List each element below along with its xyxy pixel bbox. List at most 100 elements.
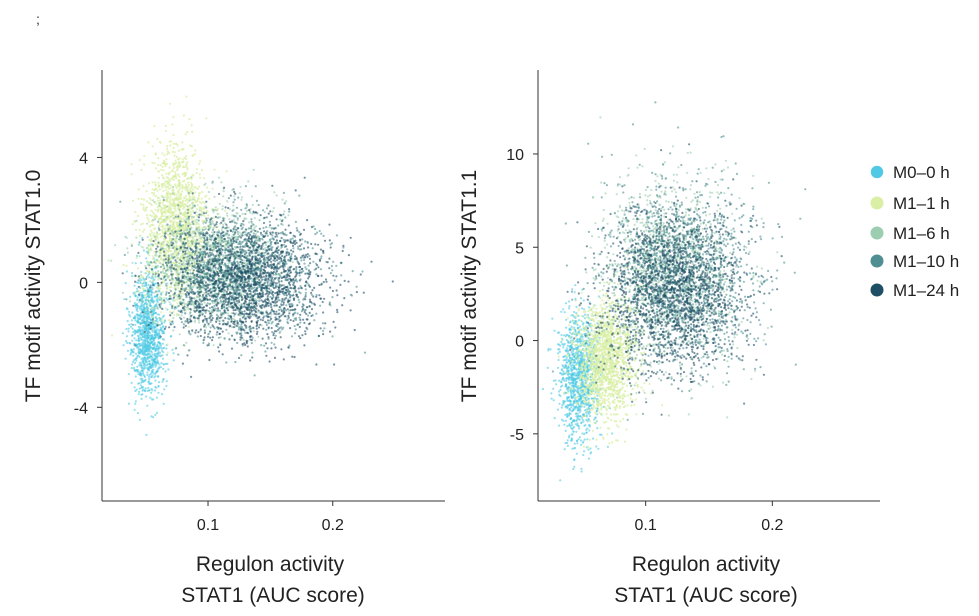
data-point (177, 204, 180, 207)
data-point (156, 307, 159, 310)
data-point (178, 183, 181, 187)
data-point (147, 360, 150, 363)
data-point (197, 319, 200, 322)
data-point (145, 334, 148, 337)
data-point (303, 258, 306, 262)
data-point (134, 369, 137, 372)
data-point (181, 173, 184, 176)
data-point (162, 189, 165, 193)
data-point (175, 186, 178, 189)
data-point (184, 183, 187, 186)
data-point (330, 265, 333, 268)
data-point (193, 235, 196, 238)
data-point (363, 351, 367, 354)
data-point (137, 305, 140, 308)
data-point (181, 141, 184, 144)
data-point (189, 213, 193, 216)
data-point (189, 287, 192, 290)
data-point (275, 194, 278, 197)
data-point (141, 331, 144, 334)
data-point (148, 346, 151, 349)
data-point (168, 219, 172, 222)
data-point (203, 301, 206, 304)
data-point (160, 168, 163, 171)
data-point (231, 209, 234, 212)
data-point (319, 304, 322, 307)
data-point (169, 310, 172, 313)
data-point (157, 313, 161, 316)
data-point (147, 182, 151, 185)
data-point (220, 239, 223, 242)
data-point (244, 207, 247, 210)
data-point (174, 204, 177, 207)
data-point (133, 337, 136, 340)
data-point (302, 270, 305, 273)
data-point (154, 331, 157, 334)
data-point (176, 168, 179, 171)
data-point (195, 171, 198, 175)
data-point (266, 234, 269, 237)
data-point (234, 360, 237, 364)
data-point (143, 366, 146, 369)
data-point (191, 202, 194, 205)
data-point (153, 232, 156, 235)
data-point (147, 386, 150, 390)
data-point (151, 280, 154, 283)
data-point (125, 264, 128, 267)
data-point (127, 402, 131, 405)
data-point (137, 382, 140, 385)
data-point (150, 415, 153, 418)
data-point (168, 294, 171, 298)
data-point (198, 162, 201, 165)
data-point (195, 227, 198, 230)
data-point (300, 248, 303, 251)
data-point (165, 297, 168, 300)
data-point (195, 295, 198, 298)
data-point (169, 261, 172, 264)
data-point (285, 200, 288, 203)
data-point (148, 378, 151, 381)
data-point (240, 196, 244, 199)
data-point (184, 133, 187, 136)
data-point (161, 357, 165, 360)
data-point (254, 339, 257, 342)
data-point (269, 241, 272, 244)
data-point (300, 243, 303, 246)
data-point (125, 335, 129, 338)
data-point (233, 315, 236, 318)
data-point (243, 253, 246, 256)
data-point (178, 262, 181, 265)
data-point (209, 320, 212, 323)
data-point (162, 363, 165, 366)
data-point (180, 201, 183, 204)
data-point (258, 219, 261, 222)
data-point (171, 210, 174, 214)
data-point (250, 341, 253, 345)
data-point (304, 240, 307, 243)
data-point (207, 214, 210, 217)
data-point (211, 180, 214, 183)
data-point (139, 336, 142, 339)
data-point (203, 225, 206, 229)
data-point (202, 177, 205, 180)
data-point (333, 279, 336, 282)
data-point (172, 146, 175, 150)
data-point (185, 341, 188, 344)
data-point (157, 224, 161, 228)
data-point (186, 168, 189, 171)
data-point (133, 302, 136, 305)
data-point (165, 284, 168, 287)
data-point (142, 314, 145, 317)
data-point (227, 239, 230, 242)
data-point (172, 217, 175, 220)
data-point (162, 332, 166, 335)
data-point (217, 236, 221, 240)
data-point (235, 222, 238, 225)
data-point (207, 332, 210, 335)
data-point (233, 195, 236, 198)
data-point (236, 261, 240, 264)
data-point (283, 202, 286, 205)
data-point (171, 222, 174, 225)
data-point (298, 274, 301, 277)
data-point (138, 390, 141, 393)
